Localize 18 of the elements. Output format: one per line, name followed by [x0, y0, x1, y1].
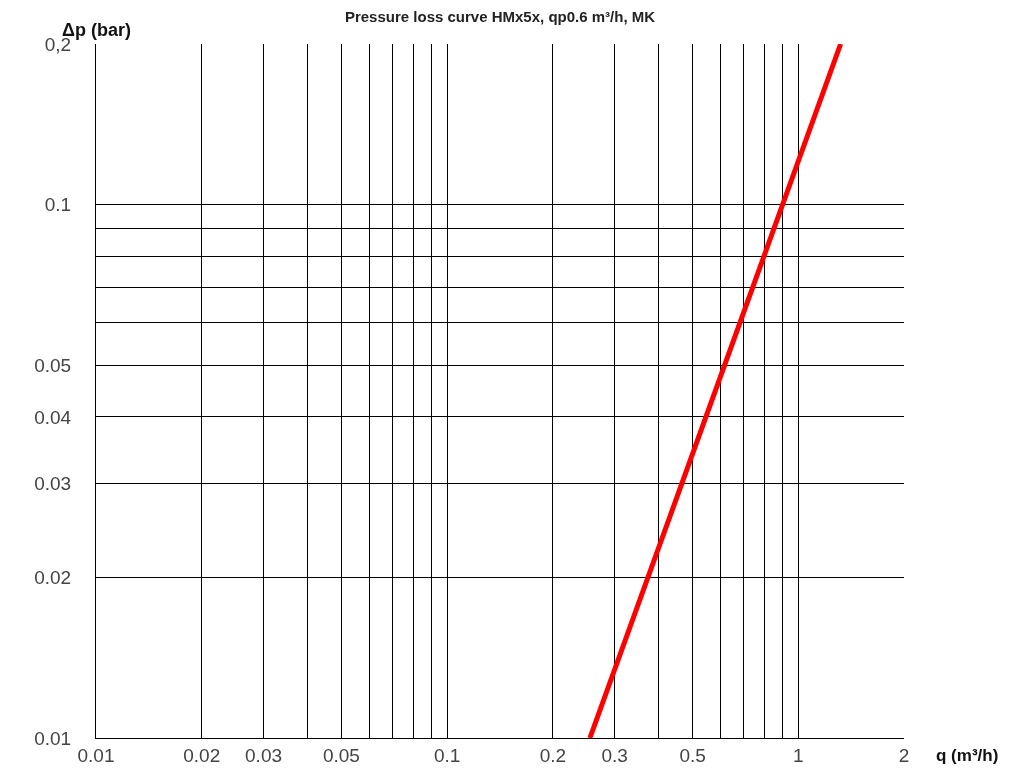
y-tick-label: 0.1 — [44, 194, 72, 216]
x-tick-label: 2 — [898, 744, 910, 766]
y-tick-label: 0.01 — [34, 727, 72, 749]
x-tick-label: 0.05 — [322, 744, 360, 766]
x-tick-label: 0.1 — [433, 744, 461, 766]
x-tick-label: 1 — [793, 744, 804, 766]
y-tick-label: 0.04 — [34, 406, 72, 428]
x-tick-label: 0.03 — [245, 744, 283, 766]
y-tick-label: 0.02 — [34, 567, 72, 589]
x-tick-label: 0.3 — [601, 744, 628, 766]
y-tick-label: 0.03 — [34, 473, 72, 495]
y-tick-label: 0.05 — [34, 354, 72, 376]
chart-title: Pressure loss curve HMx5x, qp0.6 m³/h, MK — [344, 8, 656, 26]
x-tick-label: 0.01 — [77, 744, 115, 766]
x-tick-label: 0.02 — [183, 744, 221, 766]
x-axis-title: q (m³/h) — [936, 746, 999, 765]
x-tick-label: 0.5 — [679, 744, 706, 766]
x-tick-label: 0.2 — [539, 744, 567, 766]
